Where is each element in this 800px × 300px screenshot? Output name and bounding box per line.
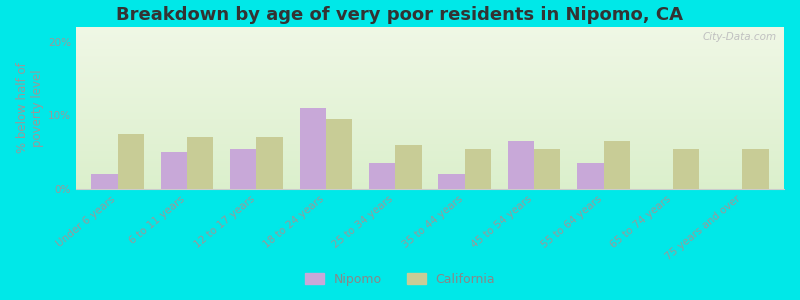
Bar [603,141,630,189]
Bar [187,137,214,189]
Bar [91,174,118,189]
Bar [369,163,395,189]
Bar [577,163,603,189]
Y-axis label: % below half of
poverty level: % below half of poverty level [16,63,44,153]
Bar [118,134,144,189]
Bar [465,148,491,189]
Bar [742,148,769,189]
Text: Breakdown by age of very poor residents in Nipomo, CA: Breakdown by age of very poor residents … [117,6,683,24]
Legend: Nipomo, California: Nipomo, California [300,268,500,291]
Text: City-Data.com: City-Data.com [702,32,777,42]
Bar [299,108,326,189]
Bar [438,174,465,189]
Bar [257,137,283,189]
Bar [161,152,187,189]
Bar [673,148,699,189]
Bar [534,148,561,189]
Bar [508,141,534,189]
Bar [230,148,257,189]
Bar [326,119,352,189]
Bar [395,145,422,189]
